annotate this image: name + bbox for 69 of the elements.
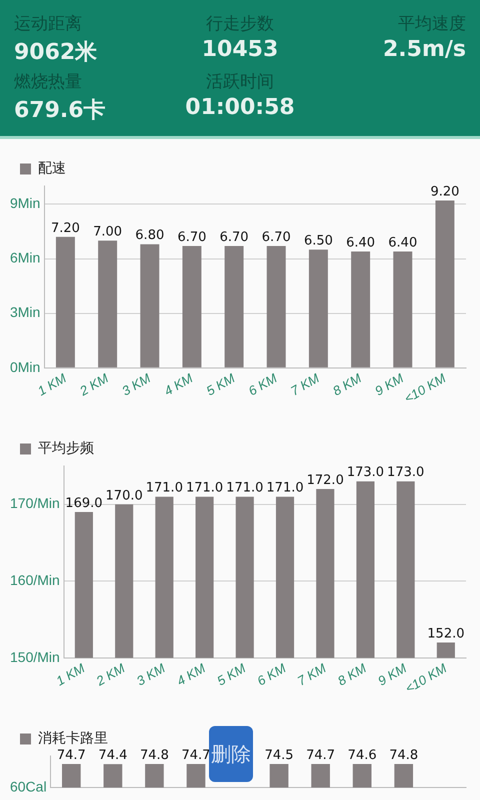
text: 60Cal xyxy=(10,778,47,794)
legend-label: 消耗卡路里 xyxy=(38,730,108,747)
data-label: 6.80 xyxy=(135,228,164,244)
data-label: 169.0 xyxy=(65,496,103,511)
x-tick-label: 4 KM xyxy=(174,660,208,689)
data-label: 171.0 xyxy=(146,480,183,496)
bar xyxy=(308,250,328,368)
data-label: 6.50 xyxy=(304,234,333,249)
data-label: 74.7 xyxy=(182,748,210,763)
data-label: 6.70 xyxy=(220,230,249,245)
x-tick-label: 3 KM xyxy=(134,660,168,689)
legend-label: 配速 xyxy=(38,160,66,177)
data-label: 6.40 xyxy=(388,235,418,250)
x-tick-label: 5 KM xyxy=(204,370,238,399)
data-label: 171.0 xyxy=(266,480,304,496)
x-tick-label: 6 KM xyxy=(246,370,280,399)
y-tick-label: 150/Min xyxy=(10,648,60,665)
y-tick-label: 9Min xyxy=(10,195,40,212)
bar xyxy=(266,246,286,368)
x-tick-label: 3 KM xyxy=(119,370,154,399)
data-label: 173.0 xyxy=(387,465,424,480)
x-tick-label: 2 KM xyxy=(76,370,112,400)
data-label: 74.7 xyxy=(56,748,86,763)
text: 2.5m/s xyxy=(382,37,466,62)
data-label: 173.0 xyxy=(346,465,384,480)
text: 679.6卡 xyxy=(14,97,107,125)
data-label: 74.8 xyxy=(140,748,169,763)
data-label: 170.0 xyxy=(106,488,143,504)
y-tick-label: 160/Min xyxy=(10,572,60,588)
bar xyxy=(393,251,412,368)
bar xyxy=(351,251,370,368)
data-label: 74.4 xyxy=(98,748,128,763)
y-tick-label: 3Min xyxy=(10,304,40,320)
x-tick-label: 4 KM xyxy=(161,370,196,399)
x-tick-label: 2 KM xyxy=(92,660,128,690)
x-tick-label: 7 KM xyxy=(294,660,329,689)
y-tick-label: 0Min xyxy=(10,358,40,375)
data-label: 152.0 xyxy=(427,626,464,642)
x-tick-label: 8 KM xyxy=(330,370,364,399)
data-label: 172.0 xyxy=(306,472,344,488)
bar xyxy=(140,244,160,368)
legend-label: 平均步频 xyxy=(38,440,94,457)
bar xyxy=(56,236,75,368)
y-tick-label: 170/Min xyxy=(10,495,60,512)
x-tick-label: 8 KM xyxy=(334,660,369,689)
y-tick-label: 6Min xyxy=(10,250,40,266)
text: 01:00:58 xyxy=(184,95,296,120)
data-label: 7.20 xyxy=(50,220,80,236)
data-label: 171.0 xyxy=(186,480,224,496)
data-label: 9.20 xyxy=(430,184,460,200)
data-label: 7.00 xyxy=(93,224,122,240)
data-label: 74.7 xyxy=(306,748,336,763)
data-label: 74.6 xyxy=(348,748,377,763)
x-tick-label: 5 KM xyxy=(214,660,248,689)
x-tick-label: 7 KM xyxy=(288,370,322,399)
data-label: 6.70 xyxy=(177,230,206,245)
x-tick-label: 6 KM xyxy=(254,660,288,689)
bar xyxy=(224,246,244,368)
data-label: 74.5 xyxy=(264,748,294,763)
text: 9062米 xyxy=(14,39,98,67)
bar xyxy=(98,240,118,368)
bar xyxy=(435,200,454,368)
annotation: 删除 xyxy=(209,726,253,782)
data-label: 6.70 xyxy=(262,230,291,245)
data-label: 74.8 xyxy=(389,748,418,763)
text: 10453 xyxy=(200,37,280,62)
data-label: 171.0 xyxy=(226,480,264,496)
bar xyxy=(182,246,202,368)
data-label: 6.40 xyxy=(346,235,376,250)
